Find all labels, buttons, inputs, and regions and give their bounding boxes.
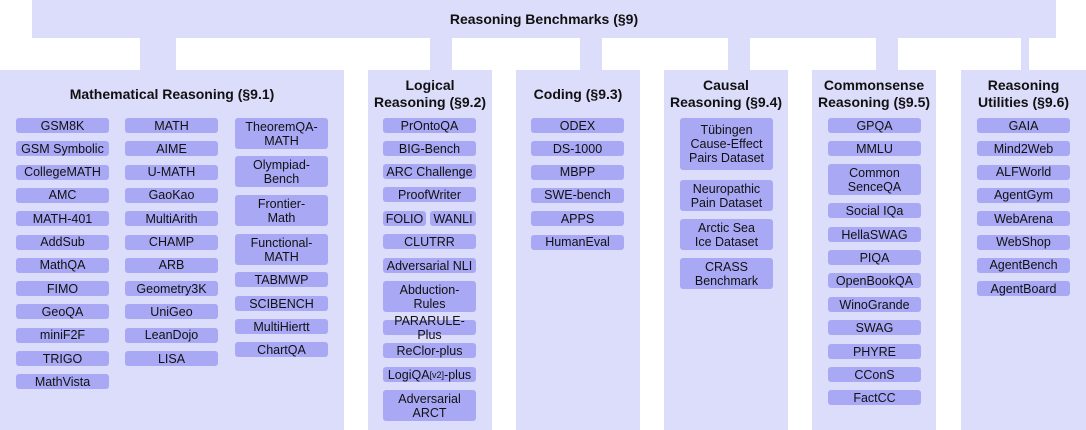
causal-title: Causal Reasoning (§9.4): [669, 77, 783, 110]
benchmark-chip: CollegeMATH: [16, 164, 109, 180]
benchmark-chip: WinoGrande: [828, 297, 921, 312]
benchmark-chip: ODEX: [531, 118, 624, 133]
benchmark-chip: OpenBookQA: [828, 273, 921, 288]
chip-text: -plus: [444, 367, 472, 382]
connector: [430, 38, 452, 70]
benchmark-chip: AddSub: [16, 234, 109, 250]
causal-column: Causal Reasoning (§9.4) Tübingen Cause-E…: [664, 70, 788, 430]
benchmark-chip: BIG-Bench: [383, 141, 476, 156]
benchmark-chip: miniF2F: [16, 327, 109, 343]
benchmark-chip: TheoremQA- MATH: [235, 118, 328, 149]
connector: [1021, 38, 1029, 70]
benchmark-chip: Social IQa: [828, 203, 921, 218]
benchmark-chip: WebArena: [977, 211, 1070, 227]
benchmark-chip: HellaSWAG: [828, 227, 921, 242]
benchmark-chip: FOLIO: [383, 211, 426, 226]
coding-title: Coding (§9.3): [533, 86, 623, 102]
benchmark-chip: Neuropathic Pain Dataset: [680, 180, 773, 211]
logic-column: Logical Reasoning (§9.2) PrOntoQA BIG-Ben…: [368, 70, 492, 430]
benchmark-chip: Arctic Sea Ice Dataset: [680, 219, 773, 250]
benchmark-chip: HumanEval: [531, 234, 624, 250]
math-title: Mathematical Reasoning (§9.1): [69, 86, 275, 102]
benchmark-chip: CLUTRR: [383, 234, 476, 249]
benchmark-chip: AMC: [16, 187, 109, 203]
coding-column: Coding (§9.3) ODEX DS-1000 MBPP SWE-bench AP…: [516, 70, 640, 430]
benchmark-chip: CRASS Benchmark: [680, 258, 773, 289]
root-title-box: Reasoning Benchmarks (§9): [32, 0, 1056, 38]
benchmark-chip: GeoQA: [16, 304, 109, 320]
benchmark-chip: AgentBench: [977, 257, 1070, 273]
chip-text: LogiQA: [387, 367, 430, 382]
benchmark-chip: MATH: [125, 118, 218, 133]
logic-title: Logical Reasoning (§9.2): [373, 77, 487, 110]
benchmark-chip: SWAG: [828, 320, 921, 335]
benchmark-chip: Functional- MATH: [235, 234, 328, 265]
benchmark-chip: Abduction- Rules: [383, 281, 476, 312]
commonsense-title: Commonsense Reasoning (§9.5): [817, 77, 931, 110]
benchmark-chip: U-MATH: [125, 164, 218, 180]
benchmark-chip: Mind2Web: [977, 141, 1070, 157]
utilities-column: Reasoning Utilities (§9.6) GAIA Mind2Web A…: [961, 70, 1086, 430]
connector: [140, 38, 176, 70]
benchmark-chip: GSM Symbolic: [16, 141, 109, 157]
benchmark-chip: Olympiad- Bench: [235, 156, 328, 187]
benchmark-chip: Geometry3K: [125, 281, 218, 297]
benchmark-chip: WANLI: [430, 211, 476, 226]
benchmark-chip: LeanDojo: [125, 327, 218, 343]
connector: [728, 38, 750, 70]
benchmark-chip: GAIA: [977, 118, 1070, 133]
benchmark-chip: Common SenceQA: [828, 164, 921, 195]
benchmark-chip: WebShop: [977, 234, 1070, 250]
connector: [876, 38, 898, 70]
benchmark-chip: GaoKao: [125, 187, 218, 203]
benchmark-chip: MMLU: [828, 141, 921, 156]
benchmark-chip: CConS: [828, 367, 921, 382]
benchmark-chip: FIMO: [16, 281, 109, 297]
benchmark-chip: LISA: [125, 351, 218, 366]
benchmark-chip: ALFWorld: [977, 164, 1070, 180]
connector: [580, 38, 602, 70]
benchmark-chip: Tübingen Cause-Effect Pairs Dataset: [680, 118, 773, 170]
benchmark-chip: UniGeo: [125, 304, 218, 320]
benchmark-chip: TABMWP: [235, 272, 328, 287]
benchmark-chip: Adversarial ARCT: [383, 390, 476, 421]
benchmark-chip: PARARULE-Plus: [383, 314, 476, 342]
commonsense-column: Commonsense Reasoning (§9.5) GPQA MMLU Com…: [812, 70, 936, 430]
chip-subscript: [v2]: [429, 369, 445, 380]
benchmark-chip: MathVista: [16, 374, 109, 390]
math-column: Mathematical Reasoning (§9.1) GSM8K GSM S…: [0, 70, 344, 430]
root-title: Reasoning Benchmarks (§9): [449, 11, 639, 27]
benchmark-chip: PHYRE: [828, 344, 921, 359]
benchmark-chip: CHAMP: [125, 234, 218, 250]
benchmark-chip: PrOntoQA: [383, 118, 476, 133]
benchmark-chip: Adversarial NLI: [383, 258, 476, 273]
benchmark-chip: MultiHiertt: [235, 319, 328, 334]
utilities-title: Reasoning Utilities (§9.6): [977, 77, 1070, 110]
benchmark-chip: AgentBoard: [977, 281, 1070, 297]
benchmark-chip: PIQA: [828, 250, 921, 265]
benchmark-chip: GSM8K: [16, 118, 109, 133]
benchmark-chip: MBPP: [531, 164, 624, 180]
benchmark-chip: DS-1000: [531, 141, 624, 157]
benchmark-chip: ARC Challenge: [383, 164, 476, 179]
benchmark-chip: MathQA: [16, 257, 109, 273]
benchmark-chip: ProofWriter: [383, 187, 476, 202]
benchmark-chip: AIME: [125, 141, 218, 157]
benchmark-chip: SCIBENCH: [235, 296, 328, 311]
benchmark-chip: APPS: [531, 211, 624, 227]
benchmark-chip: GPQA: [828, 118, 921, 133]
benchmark-chip: LogiQA [v2] -plus: [383, 367, 476, 382]
benchmark-chip: Frontier- Math: [235, 195, 328, 226]
benchmark-chip: FactCC: [828, 390, 921, 405]
benchmark-chip: SWE-bench: [531, 187, 624, 203]
benchmark-chip: ARB: [125, 257, 218, 273]
benchmark-chip: MultiArith: [125, 211, 218, 227]
benchmark-chip: ReClor-plus: [383, 343, 476, 358]
benchmark-chip: ChartQA: [235, 342, 328, 357]
benchmark-chip: AgentGym: [977, 187, 1070, 203]
benchmark-chip: MATH-401: [16, 211, 109, 227]
benchmark-chip: TRIGO: [16, 351, 109, 366]
